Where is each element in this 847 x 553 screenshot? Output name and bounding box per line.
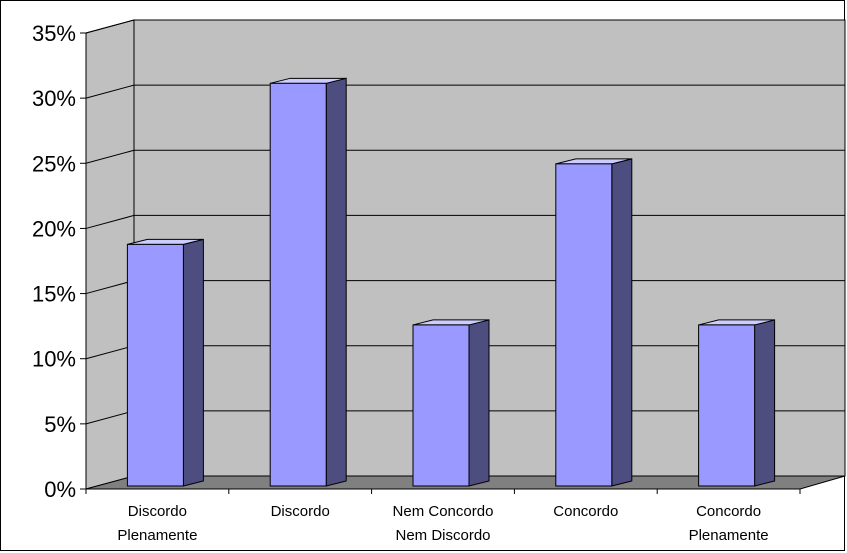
bar-side [325,77,347,487]
x-tick-label-line: Concordo [553,503,618,520]
y-tick-label: 0% [44,477,76,502]
y-tick-label: 10% [32,347,76,372]
bar-side [182,238,204,487]
x-tick-label: Discordo Plenamente [117,503,197,544]
bar [126,243,184,487]
x-tick-label: Discordo [271,503,330,520]
y-tick-label: 20% [32,216,76,241]
x-tick-label: Nem Concordo Nem Discordo [393,503,494,544]
x-tick-label-line: Discordo [128,503,187,520]
x-tick-label-line: Plenamente [689,527,769,544]
x-tick-label-line: Plenamente [117,527,197,544]
x-tick-label-line: Concordo [696,503,761,520]
x-tick-label-line: Discordo [271,503,330,520]
x-tick-label: Concordo Plenamente [689,503,769,544]
bar [412,324,470,487]
x-tick-label-line: Nem Discordo [395,527,490,544]
bar [269,82,327,487]
bar-side [468,319,490,487]
y-tick-label: 30% [32,86,76,111]
bar-side [611,158,633,487]
y-tick-label: 15% [32,282,76,307]
bar [555,163,613,487]
y-tick-label: 25% [32,151,76,176]
y-tick-label: 35% [32,21,76,46]
bar-side [754,319,776,487]
gridline [85,84,845,99]
x-tick-label-line: Nem Concordo [393,503,494,520]
bar [698,324,756,487]
gridline [85,19,845,34]
plot-side-wall [85,19,135,490]
gridline [85,149,845,164]
y-tick-label: 5% [44,412,76,437]
x-tick-label: Concordo [553,503,618,520]
